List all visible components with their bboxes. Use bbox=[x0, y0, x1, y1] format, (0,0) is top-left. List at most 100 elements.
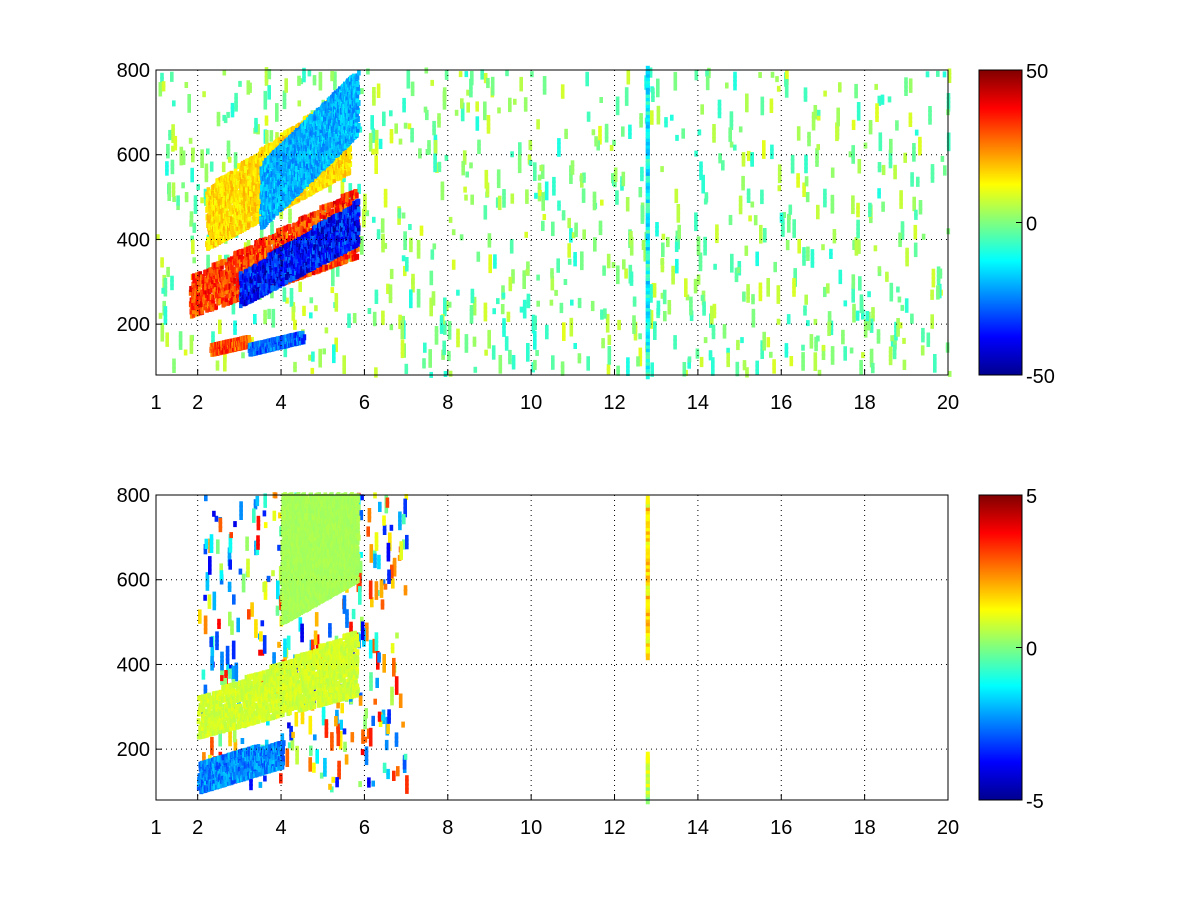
heatmap-cell bbox=[223, 258, 227, 265]
heatmap-cell bbox=[694, 216, 698, 223]
heatmap-cell bbox=[376, 87, 381, 94]
heatmap-cell bbox=[288, 213, 292, 219]
heatmap-cell bbox=[751, 321, 756, 328]
heatmap-cell bbox=[790, 159, 795, 165]
heatmap-cell bbox=[807, 136, 811, 143]
heatmap-cell bbox=[416, 301, 421, 308]
heatmap-cell bbox=[376, 83, 381, 90]
heatmap-cell bbox=[187, 106, 191, 113]
heatmap-cell bbox=[297, 220, 302, 227]
heatmap-cell bbox=[363, 193, 367, 200]
heatmap-cell bbox=[429, 297, 433, 304]
heatmap-cell bbox=[806, 250, 810, 257]
heatmap-cell bbox=[389, 324, 394, 331]
heatmap-cell bbox=[788, 208, 793, 215]
heatmap-cell bbox=[545, 333, 549, 340]
heatmap-cell bbox=[443, 297, 447, 304]
heatmap-cell bbox=[848, 151, 853, 158]
heatmap-cell bbox=[598, 125, 602, 132]
heatmap-cell bbox=[211, 188, 215, 195]
heatmap-cell bbox=[310, 237, 315, 244]
heatmap-cell bbox=[451, 229, 456, 236]
heatmap-cell bbox=[735, 366, 740, 372]
heatmap-cell bbox=[191, 243, 195, 250]
heatmap-cell bbox=[632, 296, 637, 303]
heatmap-cells-1 bbox=[156, 65, 952, 380]
heatmap-cell bbox=[660, 266, 665, 273]
heatmap-cell bbox=[271, 277, 275, 284]
heatmap-cell bbox=[255, 285, 260, 292]
heatmap-cell bbox=[616, 269, 620, 276]
heatmap-cell bbox=[734, 271, 739, 278]
heatmap-cell bbox=[447, 301, 452, 308]
heatmap-cell bbox=[252, 259, 257, 266]
heatmap-cell bbox=[465, 171, 469, 178]
heatmap-cell bbox=[201, 296, 206, 303]
heatmap-cell bbox=[381, 246, 385, 253]
heatmap-cell bbox=[166, 152, 170, 159]
heatmap-cell bbox=[227, 156, 232, 163]
heatmap-cell bbox=[913, 229, 918, 236]
heatmap-cell bbox=[567, 217, 571, 224]
heatmap-cell bbox=[793, 268, 797, 275]
heatmap-cell bbox=[861, 313, 865, 320]
heatmap-cell bbox=[827, 315, 832, 322]
heatmap-cell bbox=[598, 130, 602, 137]
heatmap-cell bbox=[624, 99, 629, 106]
heatmap-cell bbox=[233, 160, 238, 167]
heatmap-cell bbox=[711, 357, 715, 364]
heatmap-cell bbox=[271, 234, 276, 241]
heatmap-cell bbox=[762, 144, 766, 151]
heatmap-cell bbox=[271, 313, 276, 320]
heatmap-cell bbox=[925, 71, 930, 78]
heatmap-cell bbox=[346, 207, 351, 213]
heatmap-cell bbox=[423, 106, 428, 113]
heatmap-cell bbox=[491, 349, 496, 356]
heatmap-cell bbox=[282, 291, 287, 298]
heatmap-cell bbox=[171, 186, 176, 193]
heatmap-cell bbox=[389, 133, 394, 140]
heatmap-cell bbox=[380, 222, 385, 229]
heatmap-cell bbox=[561, 214, 566, 221]
heatmap-cell bbox=[541, 225, 545, 231]
heatmap-cell bbox=[746, 155, 751, 162]
heatmap-cell bbox=[403, 244, 407, 250]
heatmap-cell bbox=[638, 191, 643, 198]
heatmap-cell bbox=[696, 244, 701, 251]
heatmap-cell bbox=[703, 249, 707, 256]
heatmap-cell bbox=[487, 237, 492, 244]
heatmap-cell bbox=[179, 151, 184, 157]
heatmap-cell bbox=[431, 291, 436, 298]
heatmap-cell bbox=[604, 128, 609, 134]
heatmap-cell bbox=[235, 292, 240, 299]
heatmap-cell bbox=[712, 303, 717, 310]
heatmap-cell bbox=[277, 254, 282, 261]
heatmap-cell bbox=[557, 142, 561, 149]
heatmap-cell bbox=[718, 157, 722, 164]
heatmap-cell bbox=[456, 332, 460, 339]
heatmap-cell bbox=[170, 75, 174, 82]
heatmap-cell bbox=[838, 278, 843, 285]
heatmap-cell bbox=[652, 283, 657, 290]
heatmap-cell bbox=[300, 242, 305, 249]
heatmap-cell bbox=[410, 136, 414, 143]
heatmap-cell bbox=[323, 227, 328, 233]
heatmap-cell bbox=[676, 204, 681, 210]
heatmap-cell bbox=[522, 308, 527, 315]
heatmap-cell bbox=[641, 244, 646, 250]
heatmap-cell bbox=[936, 285, 940, 292]
heatmap-cell bbox=[526, 351, 530, 358]
heatmap-cell bbox=[525, 269, 530, 275]
heatmap-cell bbox=[802, 247, 806, 254]
heatmap-cell bbox=[160, 72, 164, 79]
heatmap-cell bbox=[461, 169, 465, 176]
heatmap-cell bbox=[830, 358, 835, 365]
heatmap-cell bbox=[890, 335, 894, 342]
heatmap-cell bbox=[569, 326, 574, 333]
heatmap-cell bbox=[569, 317, 574, 324]
heatmap-cell bbox=[416, 239, 421, 246]
heatmap-cell bbox=[921, 327, 925, 334]
heatmap-cell bbox=[228, 294, 233, 301]
heatmap-cell bbox=[225, 181, 229, 188]
heatmap-cell bbox=[275, 107, 279, 114]
